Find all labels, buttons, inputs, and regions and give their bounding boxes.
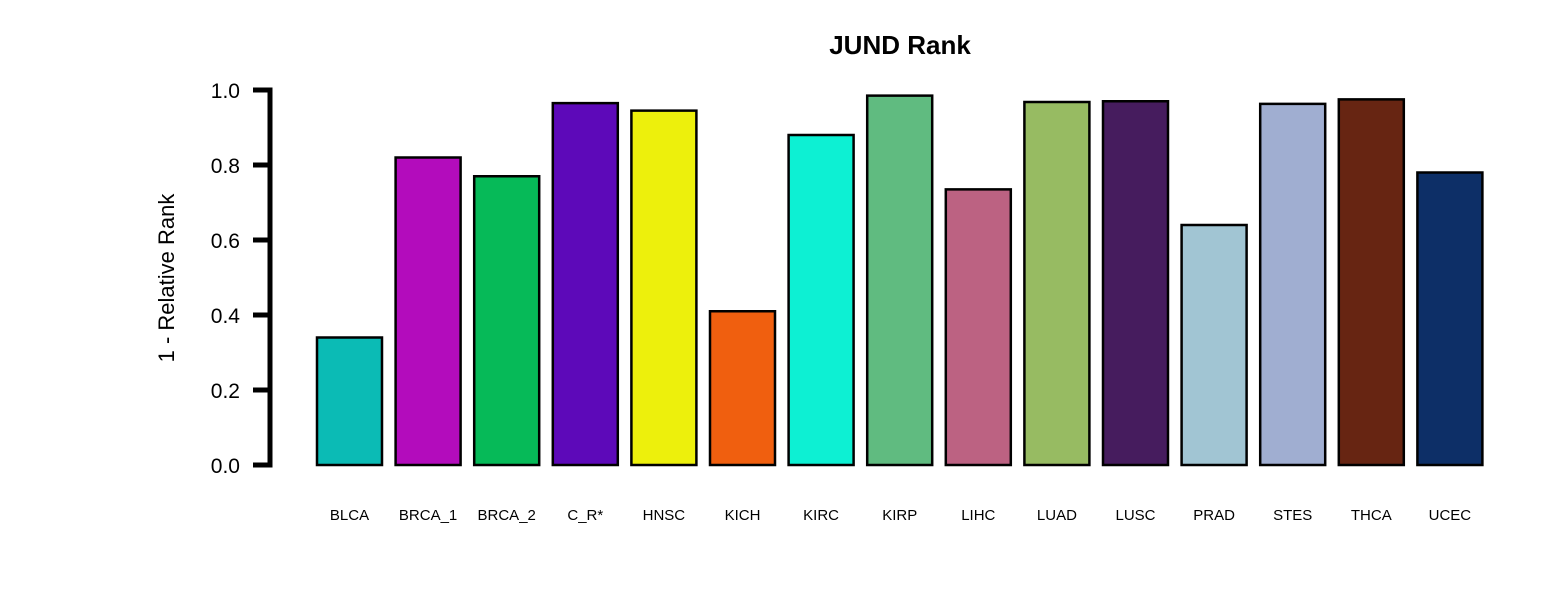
bar-brca-2 xyxy=(472,175,541,467)
x-tick-label: KICH xyxy=(725,507,761,524)
bar-stes xyxy=(1258,102,1327,467)
y-tick-label: 0.0 xyxy=(211,455,240,478)
y-axis: 0.0 0.2 0.4 0.6 0.8 1.0 xyxy=(211,80,273,478)
y-tick-label: 0.6 xyxy=(211,230,240,253)
x-tick-label: BRCA_1 xyxy=(399,507,457,524)
y-axis-label: 1 - Relative Rank xyxy=(154,193,179,363)
bar-kirp xyxy=(865,94,934,467)
x-tick-label: KIRP xyxy=(882,507,917,524)
x-tick-label: LUAD xyxy=(1037,507,1077,524)
bar-kirc xyxy=(787,133,855,467)
bar-c-r xyxy=(551,101,620,467)
bar-prad xyxy=(1180,223,1248,467)
x-tick-labels: BLCA BRCA_1 BRCA_2 C_R* HNSC KICH KIRC KIRP LIHC… xyxy=(330,507,1471,524)
bar-brca-1 xyxy=(394,156,462,467)
x-tick-label: HNSC xyxy=(643,507,686,524)
x-tick-label: UCEC xyxy=(1429,507,1472,524)
bar-hnsc xyxy=(630,109,698,467)
bar-kich xyxy=(708,310,777,467)
x-tick-label: THCA xyxy=(1351,507,1392,524)
y-tick-label: 0.4 xyxy=(211,305,241,328)
y-tick-label: 0.2 xyxy=(211,380,240,403)
x-tick-label: BLCA xyxy=(330,507,369,524)
x-tick-label: STES xyxy=(1273,507,1312,524)
bar-lihc xyxy=(944,188,1013,467)
y-tick-label: 0.8 xyxy=(211,155,240,178)
x-tick-label: PRAD xyxy=(1193,507,1235,524)
bar-ucec xyxy=(1416,171,1484,467)
bar-thca xyxy=(1337,98,1406,467)
x-tick-label: LIHC xyxy=(961,507,995,524)
x-tick-label: KIRC xyxy=(803,507,839,524)
y-tick-label: 1.0 xyxy=(211,80,240,103)
x-tick-label: LUSC xyxy=(1115,507,1155,524)
bar-blca xyxy=(315,336,384,467)
bar-luad xyxy=(1023,100,1091,467)
bar-lusc xyxy=(1101,100,1170,467)
x-tick-label: BRCA_2 xyxy=(478,507,536,524)
chart-title: JUND Rank xyxy=(829,30,971,60)
x-tick-label: C_R* xyxy=(567,507,603,524)
bars-group xyxy=(315,94,1484,467)
